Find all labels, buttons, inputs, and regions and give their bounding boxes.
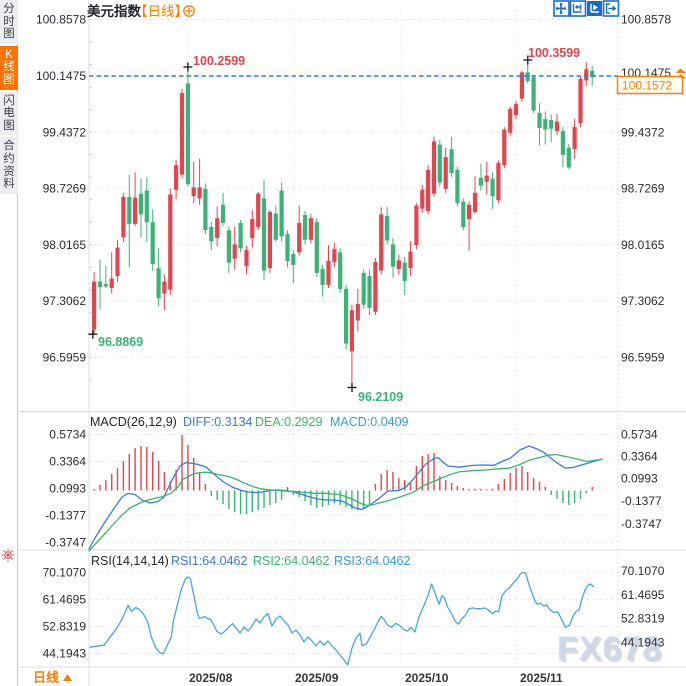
svg-text:RSI3:64.0462: RSI3:64.0462 bbox=[334, 554, 410, 568]
svg-text:70.1070: 70.1070 bbox=[621, 564, 665, 578]
svg-text:0.0993: 0.0993 bbox=[621, 472, 658, 486]
svg-text:-0.1377: -0.1377 bbox=[621, 494, 662, 508]
svg-text:98.7269: 98.7269 bbox=[43, 182, 87, 196]
svg-text:0.0993: 0.0993 bbox=[49, 481, 86, 495]
svg-text:2025/10: 2025/10 bbox=[405, 671, 449, 685]
svg-text:0.3364: 0.3364 bbox=[621, 450, 658, 464]
svg-text:100.2599: 100.2599 bbox=[193, 54, 245, 68]
svg-text:2025/11: 2025/11 bbox=[520, 671, 563, 685]
svg-text:98.0165: 98.0165 bbox=[621, 238, 665, 252]
svg-text:DEA:0.2929: DEA:0.2929 bbox=[255, 415, 322, 429]
svg-text:MACD:0.0409: MACD:0.0409 bbox=[330, 415, 409, 429]
svg-text:RSI1:64.0462: RSI1:64.0462 bbox=[171, 554, 247, 568]
svg-text:100.1572: 100.1572 bbox=[622, 79, 672, 93]
svg-text:100.8578: 100.8578 bbox=[36, 13, 86, 27]
svg-text:0.3364: 0.3364 bbox=[49, 455, 86, 469]
svg-text:61.4695: 61.4695 bbox=[43, 593, 87, 607]
svg-text:44.1943: 44.1943 bbox=[43, 647, 87, 661]
svg-text:2025/09: 2025/09 bbox=[295, 671, 339, 685]
svg-text:70.1070: 70.1070 bbox=[43, 566, 87, 580]
svg-text:96.2109: 96.2109 bbox=[358, 390, 403, 404]
svg-text:0.5734: 0.5734 bbox=[49, 428, 86, 442]
svg-text:100.8578: 100.8578 bbox=[621, 13, 671, 27]
svg-text:MACD(26,12,9): MACD(26,12,9) bbox=[90, 415, 177, 429]
svg-text:RSI(14,14,14): RSI(14,14,14) bbox=[91, 554, 169, 568]
svg-text:98.0165: 98.0165 bbox=[43, 238, 87, 252]
svg-text:96.8869: 96.8869 bbox=[98, 335, 143, 349]
svg-text:52.8319: 52.8319 bbox=[43, 620, 87, 634]
svg-text:RSI2:64.0462: RSI2:64.0462 bbox=[253, 554, 329, 568]
svg-text:-0.1377: -0.1377 bbox=[45, 508, 86, 522]
svg-text:96.5959: 96.5959 bbox=[621, 351, 665, 365]
svg-text:-0.3747: -0.3747 bbox=[621, 517, 662, 531]
svg-text:日线: 日线 bbox=[33, 670, 59, 685]
svg-text:100.1475: 100.1475 bbox=[36, 69, 86, 83]
svg-text:99.4372: 99.4372 bbox=[621, 125, 665, 139]
svg-text:61.4695: 61.4695 bbox=[621, 588, 665, 602]
svg-text:44.1943: 44.1943 bbox=[621, 636, 665, 650]
svg-text:-0.3747: -0.3747 bbox=[45, 535, 86, 549]
svg-text:2025/08: 2025/08 bbox=[189, 671, 233, 685]
svg-text:美元指数: 美元指数 bbox=[87, 3, 141, 19]
svg-text:100.3599: 100.3599 bbox=[528, 46, 580, 60]
svg-text:0.5734: 0.5734 bbox=[621, 428, 658, 442]
svg-text:98.7269: 98.7269 bbox=[621, 182, 665, 196]
svg-text:97.3062: 97.3062 bbox=[621, 294, 665, 308]
svg-text:【日线】: 【日线】 bbox=[134, 4, 188, 19]
svg-text:96.5959: 96.5959 bbox=[43, 351, 87, 365]
svg-text:52.8319: 52.8319 bbox=[621, 612, 665, 626]
svg-text:97.3062: 97.3062 bbox=[43, 294, 87, 308]
svg-text:FX678: FX678 bbox=[557, 630, 662, 668]
svg-text:DIFF:0.3134: DIFF:0.3134 bbox=[183, 415, 253, 429]
svg-text:FX678: FX678 bbox=[559, 632, 664, 670]
svg-text:99.4372: 99.4372 bbox=[43, 125, 87, 139]
